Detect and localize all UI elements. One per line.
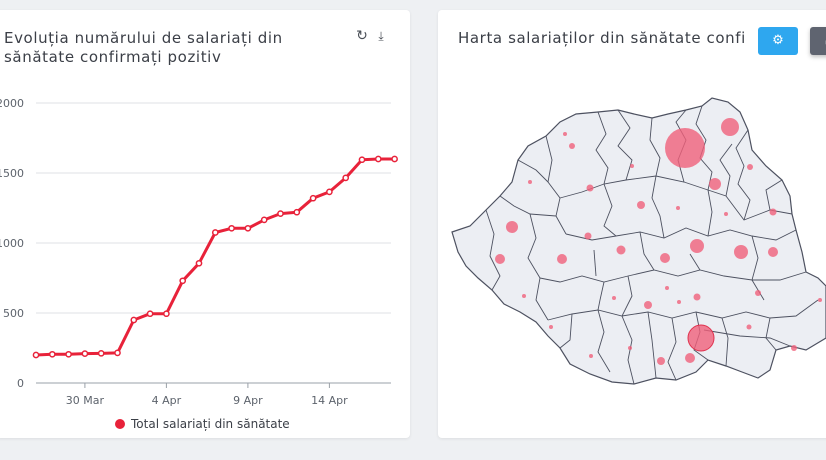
settings-button[interactable]: ⚙ [758,27,798,55]
country-outline [451,97,826,385]
map-marker [616,245,626,255]
map-marker [755,290,761,296]
map-marker [746,324,752,330]
map-marker [734,245,748,259]
y-tick-label: 0 [17,377,24,390]
x-tick-label: 9 Apr [233,394,263,407]
romania-map[interactable] [438,10,826,438]
map-marker [660,253,670,263]
data-point [228,224,235,232]
y-tick-label: 2000 [0,97,24,110]
data-point [374,155,382,163]
map-marker [563,132,567,136]
map-marker [584,232,592,240]
map-marker [690,239,704,253]
map-marker [676,206,680,210]
map-marker [644,301,652,309]
map-marker [506,221,518,233]
data-point [163,310,170,318]
map-marker [628,346,632,350]
map-marker [495,254,505,264]
data-point [277,210,284,217]
data-point [97,349,105,357]
map-marker [818,298,822,302]
map-marker [677,300,681,304]
data-point [179,277,187,285]
map-marker [522,294,526,298]
data-point [309,194,317,202]
map-marker [685,353,695,363]
map-marker [557,254,567,264]
line-chart: 0 500 1000 1500 2000 30 Mar 4 Apr 9 Apr 14 Apr To… [0,97,398,431]
x-tick-label: 4 Apr [152,394,182,407]
data-point [114,349,121,357]
data-point [81,350,89,357]
map-marker [721,118,739,136]
y-tick-label: 1000 [0,237,24,250]
data-point [326,188,333,196]
y-tick-label: 500 [3,307,24,320]
map-marker [769,208,777,216]
y-tick-label: 1500 [0,167,24,180]
x-tick-label: 14 Apr [311,394,348,407]
map-marker [665,128,705,168]
map-marker [637,201,645,209]
chart-title: Evoluția numărului de salariați din sănă… [4,29,283,66]
map-marker [528,180,532,184]
expand-button[interactable]: ⤢ [810,27,826,55]
map-marker [687,324,715,352]
data-point [146,310,154,318]
gear-icon: ⚙ [772,33,784,48]
data-point [293,208,301,216]
data-point [244,224,252,232]
legend-marker [115,419,125,429]
expand-icon: ⤢ [825,33,826,48]
data-point [260,216,268,224]
download-icon[interactable]: ⤓ [378,29,384,43]
data-point [32,351,40,359]
map-marker [768,247,778,257]
map-marker [630,164,634,168]
data-point [211,229,219,236]
map-marker [709,178,721,190]
map-markers [495,118,822,365]
map-marker [586,184,594,192]
data-point [391,155,398,163]
map-title: Harta salariaților din sănătate confirma… [458,29,744,47]
data-point [342,174,350,182]
map-marker [724,212,728,216]
data-point [65,350,72,358]
map-marker [791,345,797,351]
map-marker [589,354,593,358]
refresh-icon[interactable]: ↻ [356,28,368,44]
legend-label: Total salariați din sănătate [130,417,290,431]
map-marker [665,286,669,290]
map-marker [612,296,616,300]
map-card: Harta salariaților din sănătate confirma… [438,10,826,438]
x-tick-label: 30 Mar [66,394,105,407]
chart-card: Evoluția numărului de salariați din sănă… [0,10,410,438]
map-marker [693,293,701,301]
map-marker [747,164,753,170]
data-point [195,259,203,267]
map-marker [657,357,665,365]
map-marker [569,143,575,149]
map-marker [549,325,553,329]
data-point [48,350,56,358]
data-point [130,316,138,324]
series-line [35,157,395,357]
data-point [358,156,366,164]
